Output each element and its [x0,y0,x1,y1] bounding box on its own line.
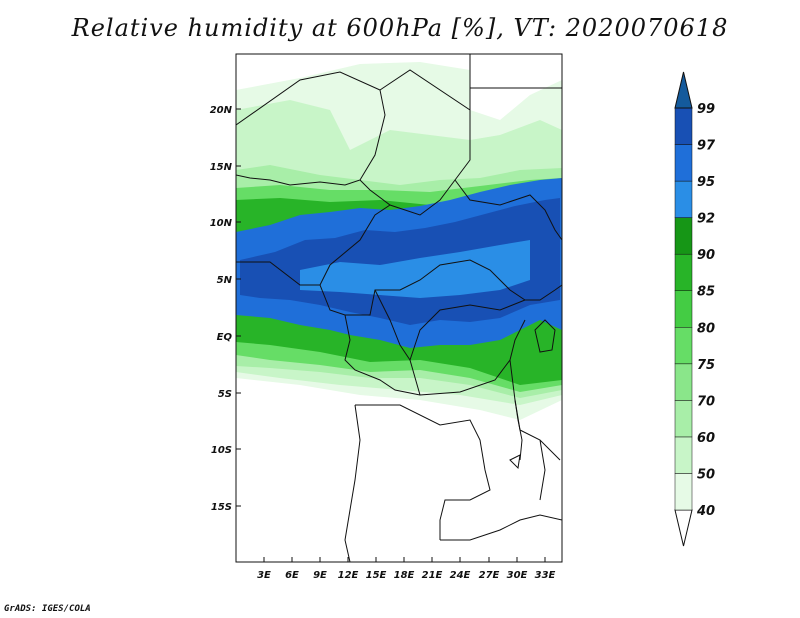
lat-label-eq: EQ [217,332,233,343]
colorbar-label: 60 [697,431,715,446]
colorbar-label: 97 [697,139,716,154]
colorbar-segment [674,217,693,255]
colorbar: 40 50 60 70 75 80 85 90 92 95 97 99 [674,71,716,547]
colorbar-segment [674,473,693,511]
country-borders [236,54,562,562]
colorbar-label: 85 [697,285,715,300]
colorbar-segment [674,144,693,182]
colorbar-segment [674,290,693,328]
lon-label-9e: 9E [313,570,327,581]
lon-label-15e: 15E [366,570,387,581]
colorbar-segment [674,436,693,474]
lat-axis: 20N 15N 10N 5N EQ 5S 10S 15S [210,105,241,513]
colorbar-segment [674,180,693,218]
colorbar-label: 80 [697,321,715,336]
lon-label-12e: 12E [338,570,359,581]
colorbar-label: 75 [697,358,715,373]
lat-label-5s: 5S [218,389,232,400]
colorbar-segment [674,363,693,401]
lon-label-33e: 33E [535,570,556,581]
colorbar-label: 90 [697,248,715,263]
page-title: Relative humidity at 600hPa [%], VT: 202… [71,14,729,42]
lon-label-21e: 21E [422,570,443,581]
lon-label-24e: 24E [450,570,471,581]
colorbar-upper-triangle [674,71,693,109]
colorbar-label: 99 [697,102,715,117]
credit-text: GrADS: IGES/COLA [4,604,91,614]
lon-label-30e: 30E [507,570,528,581]
humidity-field [236,54,562,562]
lat-label-10n: 10N [210,218,233,229]
lat-label-20n: 20N [210,105,233,116]
lat-label-15s: 15S [211,502,232,513]
lon-label-3e: 3E [257,570,271,581]
colorbar-label: 95 [697,175,715,190]
map-frame [235,53,563,563]
colorbar-label: 70 [697,394,715,409]
colorbar-label: 40 [696,504,715,519]
lakes [509,319,556,470]
colorbar-label: 92 [697,212,715,227]
colorbar-lower-triangle [674,509,693,547]
colorbar-segment [674,400,693,438]
lon-label-27e: 27E [479,570,500,581]
colorbar-segment [674,253,693,291]
lat-label-10s: 10S [211,445,232,456]
lon-axis: 3E 6E 9E 12E 15E 18E 21E 24E 27E 30E 33E [257,557,556,581]
lon-label-18e: 18E [394,570,415,581]
lat-label-5n: 5N [217,275,233,286]
colorbar-segment [674,107,693,145]
colorbar-label: 50 [697,467,715,482]
lon-label-6e: 6E [285,570,299,581]
colorbar-segment [674,327,693,365]
lat-label-15n: 15N [210,162,233,173]
